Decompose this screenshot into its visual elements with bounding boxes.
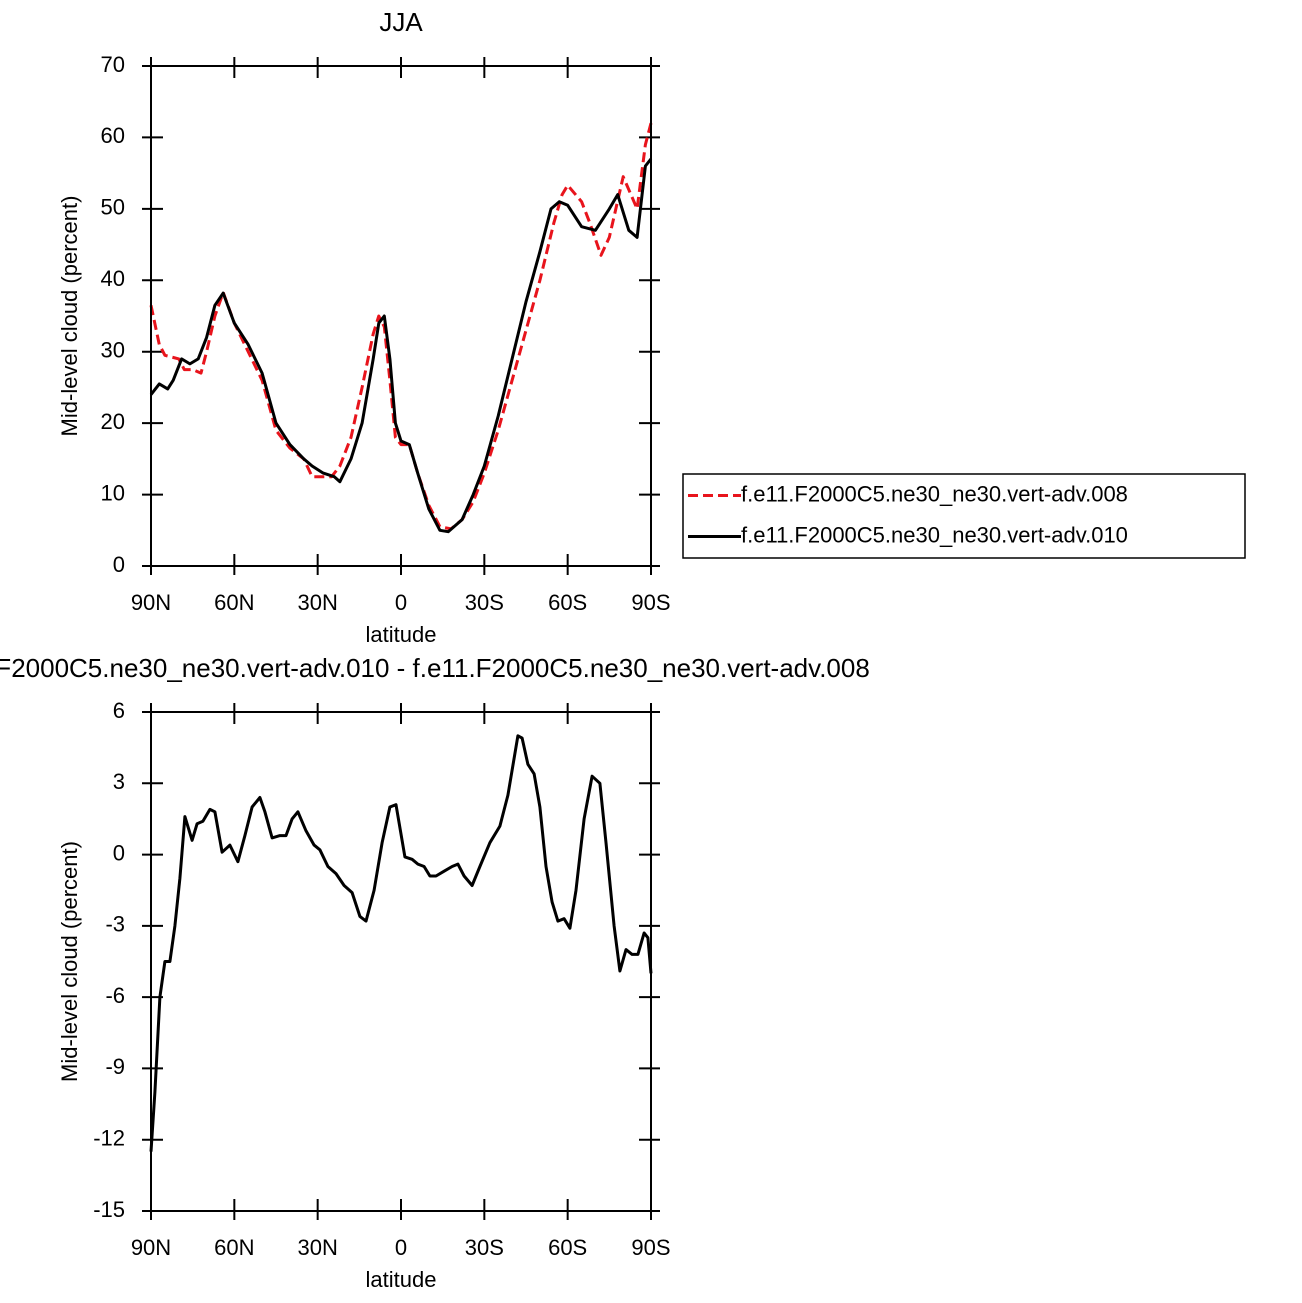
y-tick-label: 70	[101, 52, 125, 77]
x-tick-label: 90S	[631, 1235, 670, 1260]
series-line	[149, 122, 653, 531]
y-tick-label: -3	[105, 912, 125, 937]
y-tick-label: 30	[101, 338, 125, 363]
y-tick-label: -9	[105, 1054, 125, 1079]
legend-box	[682, 473, 1246, 559]
x-axis-label: latitude	[366, 622, 437, 647]
y-tick-label: 40	[101, 266, 125, 291]
x-tick-label: 30S	[465, 590, 504, 615]
x-tick-label: 30N	[297, 1235, 337, 1260]
series-line	[149, 157, 653, 534]
x-tick-label: 60N	[214, 590, 254, 615]
plot-frame	[150, 711, 652, 1212]
y-tick-label: 20	[101, 409, 125, 434]
x-tick-label: 90S	[631, 590, 670, 615]
x-tick-label: 60S	[548, 590, 587, 615]
y-tick-label: 0	[113, 840, 125, 865]
x-tick-label: 60S	[548, 1235, 587, 1260]
y-tick-label: -12	[93, 1126, 125, 1151]
x-tick-label: 0	[395, 1235, 407, 1260]
chart-title: f.e11.F2000C5.ne30_ne30.vert-adv.010 - f…	[0, 653, 870, 683]
y-tick-label: -15	[93, 1197, 125, 1222]
y-tick-label: 60	[101, 123, 125, 148]
x-tick-label: 30S	[465, 1235, 504, 1260]
y-tick-label: 10	[101, 480, 125, 505]
y-axis-label: Mid-level cloud (percent)	[57, 196, 82, 437]
legend-label: f.e11.F2000C5.ne30_ne30.vert-adv.008	[741, 481, 1128, 506]
chart-title: JJA	[379, 7, 423, 37]
series-line	[149, 734, 653, 1152]
y-tick-label: 6	[113, 698, 125, 723]
x-axis-label: latitude	[366, 1267, 437, 1292]
y-tick-label: 50	[101, 195, 125, 220]
x-tick-label: 90N	[131, 1235, 171, 1260]
y-tick-label: 0	[113, 552, 125, 577]
plot-frame	[150, 65, 652, 567]
x-tick-label: 0	[395, 590, 407, 615]
x-tick-label: 60N	[214, 1235, 254, 1260]
x-tick-label: 30N	[297, 590, 337, 615]
y-tick-label: 3	[113, 769, 125, 794]
y-axis-label: Mid-level cloud (percent)	[57, 841, 82, 1082]
legend-label: f.e11.F2000C5.ne30_ne30.vert-adv.010	[741, 522, 1128, 547]
x-tick-label: 90N	[131, 590, 171, 615]
y-tick-label: -6	[105, 983, 125, 1008]
